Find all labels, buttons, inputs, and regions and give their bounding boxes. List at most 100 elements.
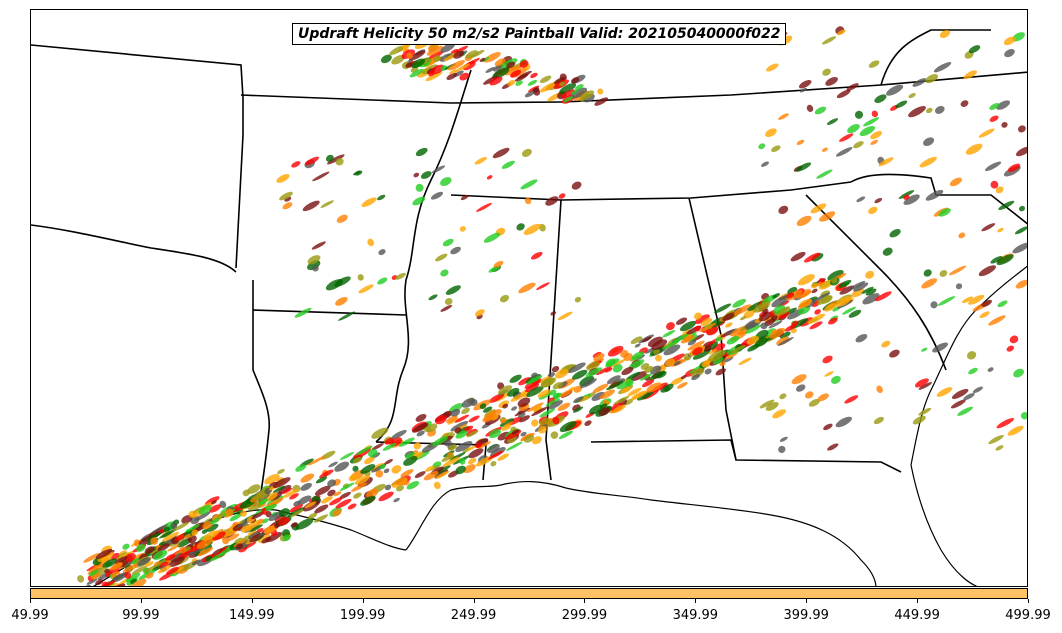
paintball-blob bbox=[955, 283, 963, 290]
paintball-blob bbox=[380, 54, 392, 64]
paintball-blob bbox=[805, 391, 814, 399]
paintball-blob bbox=[673, 360, 681, 366]
paintball-blob bbox=[760, 322, 768, 330]
paintball-blob bbox=[170, 522, 178, 530]
paintball-blob bbox=[221, 536, 230, 545]
paintball-blob bbox=[921, 347, 928, 352]
paintball-blob bbox=[816, 169, 833, 179]
paintball-blob bbox=[552, 392, 563, 400]
paintball-blob bbox=[545, 398, 561, 407]
paintball-blob bbox=[778, 445, 786, 453]
paintball-blob bbox=[797, 301, 811, 309]
paintball-blob bbox=[664, 358, 676, 367]
paintball-blob bbox=[384, 437, 394, 445]
colorbar-tick-label: 449.99 bbox=[894, 608, 940, 623]
paintball-blob bbox=[596, 366, 612, 376]
paintball-blob bbox=[499, 294, 510, 303]
paintball-blob bbox=[269, 497, 284, 506]
colorbar-tick-label: 199.99 bbox=[339, 608, 386, 623]
paintball-blob bbox=[235, 543, 244, 550]
paintball-blob bbox=[1004, 49, 1015, 58]
paintball-blob bbox=[468, 415, 480, 423]
paintball-blob bbox=[926, 107, 933, 114]
paintball-blob bbox=[358, 284, 374, 294]
paintball-blob bbox=[1012, 242, 1027, 254]
paintball-blob bbox=[559, 81, 565, 87]
paintball-blob bbox=[163, 526, 171, 533]
paintball-blob bbox=[559, 421, 577, 433]
paintball-blob bbox=[295, 518, 314, 530]
paintball-blob bbox=[409, 68, 424, 78]
colorbar-tick-mark bbox=[251, 599, 253, 603]
paintball-blob bbox=[532, 88, 541, 96]
paintball-blob bbox=[440, 43, 455, 53]
paintball-blob bbox=[758, 143, 766, 150]
paintball-blob bbox=[831, 277, 838, 284]
paintball-blob bbox=[455, 465, 466, 475]
paintball-blob bbox=[604, 367, 613, 373]
fl-north-boundary bbox=[590, 439, 902, 473]
paintball-blob bbox=[279, 191, 293, 201]
paintball-blob bbox=[937, 296, 956, 306]
colorbar-tick-label: 499.99 bbox=[1005, 608, 1051, 623]
paintball-blob bbox=[874, 94, 887, 104]
paintball-blob bbox=[442, 456, 461, 467]
paintball-blob bbox=[354, 475, 370, 485]
paintball-blob bbox=[389, 45, 405, 56]
paintball-blob bbox=[471, 49, 485, 58]
paintball-blob bbox=[511, 429, 520, 435]
paintball-blob bbox=[627, 387, 642, 397]
paintball-blob bbox=[461, 398, 476, 408]
paintball-blob bbox=[824, 303, 837, 312]
gulf-coast-la bbox=[405, 480, 652, 551]
paintball-blob bbox=[282, 202, 293, 210]
paintball-blob bbox=[814, 292, 831, 302]
paintball-blob bbox=[353, 170, 361, 176]
paintball-blob bbox=[800, 290, 812, 298]
paintball-blob bbox=[978, 128, 995, 138]
paintball-blob bbox=[102, 558, 118, 569]
paintball-blob bbox=[352, 456, 363, 464]
paintball-blob bbox=[486, 443, 500, 453]
paintball-blob bbox=[371, 427, 389, 439]
paintball-blob bbox=[957, 406, 973, 416]
paintball-blob bbox=[715, 368, 726, 376]
paintball-blob bbox=[201, 529, 208, 534]
paintball-blob bbox=[352, 465, 359, 472]
paintball-blob bbox=[408, 50, 426, 61]
paintball-blob bbox=[493, 260, 504, 268]
colorbar-ticks: 49.99 99.99 149.99 199.99 249.99 299.99 349.99… bbox=[0, 599, 1062, 633]
paintball-blob bbox=[360, 464, 376, 474]
paintball-blob bbox=[251, 511, 265, 520]
paintball-blob bbox=[586, 361, 600, 371]
paintball-blob bbox=[777, 306, 791, 316]
paintball-blob bbox=[814, 106, 827, 115]
paintball-blob bbox=[511, 406, 518, 411]
paintball-blob bbox=[912, 415, 926, 425]
paintball-blob bbox=[823, 423, 833, 431]
paintball-blob bbox=[509, 374, 522, 383]
paintball-blob bbox=[339, 491, 351, 499]
paintball-blob bbox=[562, 96, 574, 103]
paintball-blob bbox=[520, 431, 527, 437]
paintball-blob bbox=[594, 97, 609, 106]
paintball-blob bbox=[574, 296, 582, 303]
paintball-blob bbox=[779, 311, 790, 319]
colorbar-tick-label: 399.99 bbox=[783, 608, 829, 623]
paintball-blob bbox=[264, 473, 280, 485]
paintball-blob bbox=[538, 425, 547, 434]
paintball-blob bbox=[290, 509, 304, 518]
paintball-blob bbox=[450, 420, 469, 432]
paintball-blob bbox=[607, 345, 624, 357]
paintball-blob bbox=[327, 479, 336, 487]
paintball-blob bbox=[605, 358, 616, 367]
paintball-blob bbox=[641, 336, 652, 343]
paintball-blob bbox=[841, 306, 857, 315]
paintball-blob bbox=[859, 125, 876, 137]
paintball-blob bbox=[704, 346, 712, 352]
colorbar-tick-label: 99.99 bbox=[122, 608, 160, 623]
paintball-blob bbox=[461, 407, 470, 415]
paintball-blob bbox=[488, 429, 501, 439]
paintball-blob bbox=[532, 436, 542, 445]
paintball-blob bbox=[304, 501, 317, 509]
